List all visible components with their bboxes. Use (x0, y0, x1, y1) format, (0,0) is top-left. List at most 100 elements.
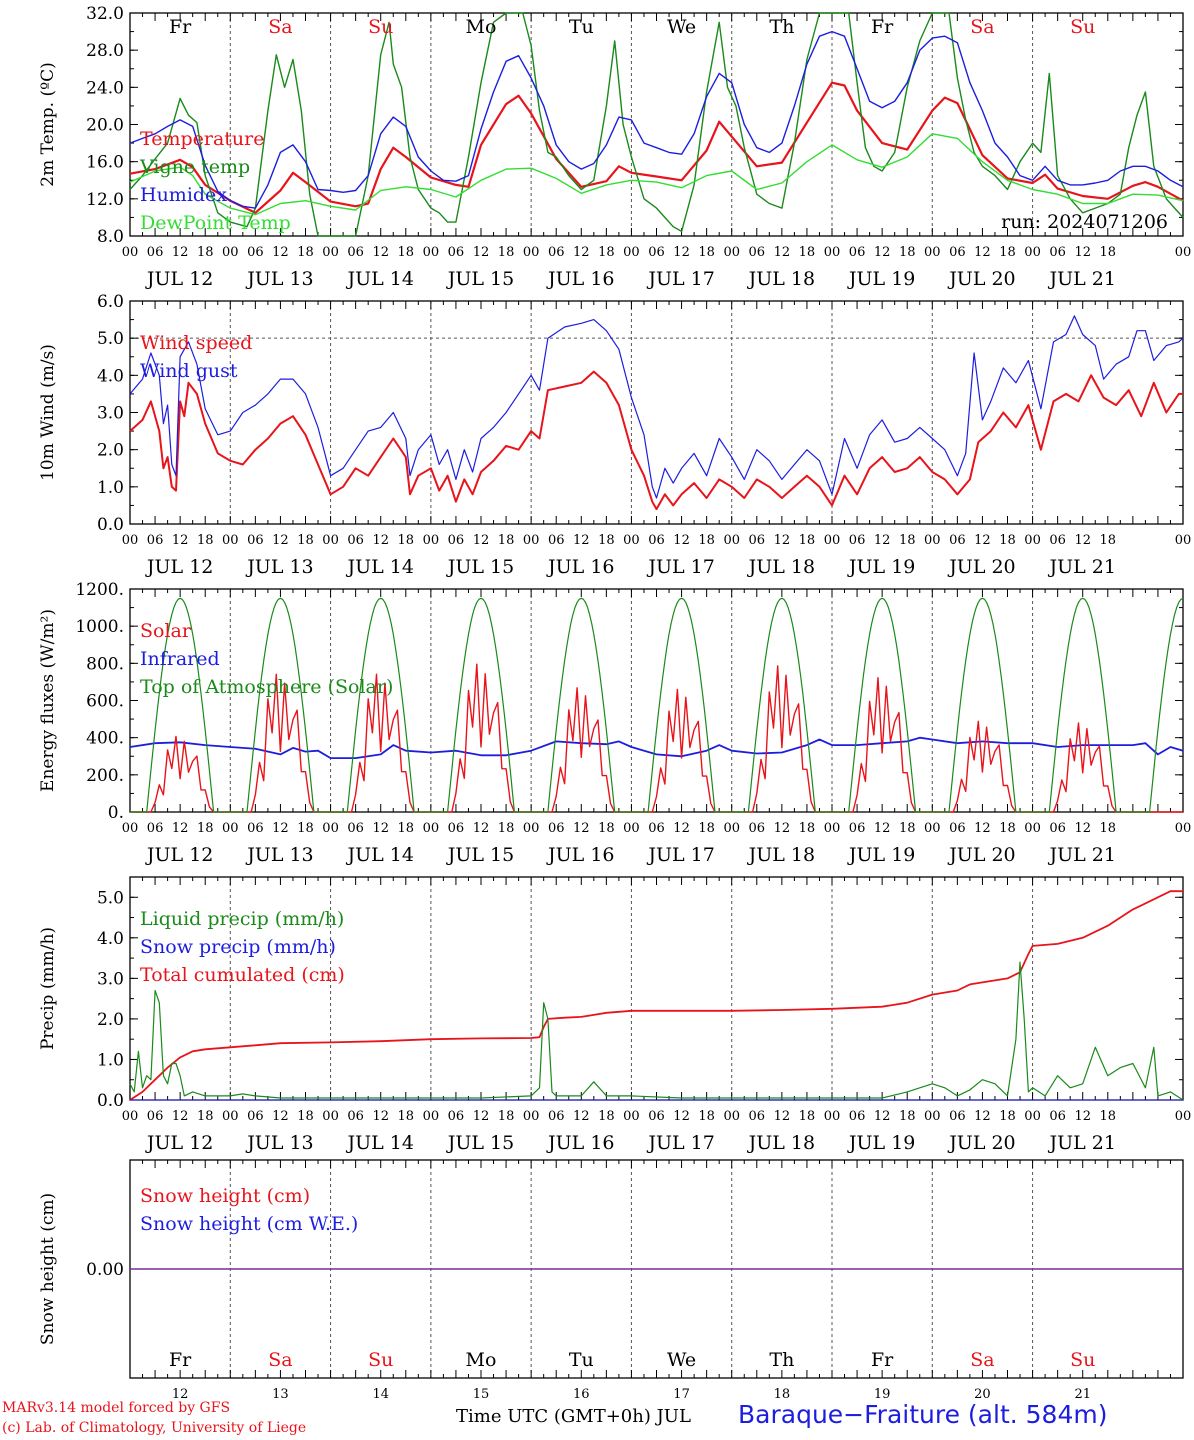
x-hour-label: 18 (398, 821, 415, 836)
x-hour-label: 18 (799, 245, 816, 260)
x-hour-label: 12 (272, 1109, 289, 1124)
x-hour-label: 18 (899, 533, 916, 548)
x-day-label: JUL 20 (947, 268, 1015, 290)
x-hour-label: 12 (974, 821, 991, 836)
x-hour-label: 18 (297, 245, 314, 260)
x-hour-label: 06 (749, 1109, 766, 1124)
x-day-label: JUL 19 (847, 268, 915, 290)
x-hour-label: 12 (372, 1109, 389, 1124)
y-tick-label: 1.0 (97, 478, 124, 498)
y-axis-label: Energy fluxes (W/m²) (38, 609, 58, 792)
x-hour-label: 18 (1100, 245, 1117, 260)
x-hour-label: 12 (172, 533, 189, 548)
snow-day-number: 20 (974, 1387, 991, 1400)
snow-weekday-label: Sa (970, 1349, 994, 1371)
x-hour-label: 06 (749, 245, 766, 260)
x-day-label: JUL 15 (446, 556, 514, 578)
legend-entry: Wind speed (140, 332, 252, 354)
x-day-label: JUL 15 (446, 268, 514, 290)
x-day-label: JUL 18 (747, 844, 815, 866)
x-hour-label: 00 (1175, 1109, 1192, 1124)
y-tick-label: 28.0 (86, 41, 124, 61)
x-hour-label: 00 (523, 533, 540, 548)
series-line-liquid-precip-mm-h- (129, 961, 1184, 1101)
x-hour-label: 00 (423, 821, 440, 836)
x-day-label: JUL 14 (345, 268, 413, 290)
y-tick-label: 12.0 (86, 190, 124, 210)
series-line-dewpoint-temp (129, 133, 1184, 216)
weekday-label: We (667, 16, 696, 38)
x-hour-label: 18 (197, 533, 214, 548)
y-tick-label: 32.0 (86, 4, 124, 24)
x-hour-label: 00 (222, 821, 239, 836)
x-hour-label: 06 (147, 245, 164, 260)
snow-weekday-label: Th (769, 1349, 794, 1371)
x-hour-label: 18 (799, 1109, 816, 1124)
x-hour-label: 00 (523, 245, 540, 260)
x-hour-label: 12 (974, 533, 991, 548)
x-hour-label: 06 (648, 1109, 665, 1124)
series-line-temperature (129, 81, 1184, 214)
panel-frame-energy (129, 588, 1184, 813)
x-hour-label: 18 (598, 1109, 615, 1124)
x-hour-label: 18 (698, 533, 715, 548)
series-line-wind-gust (129, 315, 1184, 499)
x-hour-label: 12 (673, 821, 690, 836)
x-hour-label: 06 (949, 533, 966, 548)
x-day-label: JUL 12 (145, 556, 213, 578)
x-hour-label: 12 (372, 533, 389, 548)
x-hour-label: 00 (222, 245, 239, 260)
x-day-label: JUL 21 (1047, 844, 1115, 866)
x-day-label: JUL 13 (245, 556, 313, 578)
y-tick-label: 0. (108, 803, 124, 823)
legend-entry: Vigne temp (139, 156, 250, 178)
x-hour-label: 18 (799, 533, 816, 548)
x-day-label: JUL 12 (145, 268, 213, 290)
x-hour-label: 18 (498, 245, 515, 260)
x-day-label: JUL 16 (546, 1132, 614, 1154)
x-hour-label: 12 (1074, 821, 1091, 836)
x-hour-label: 12 (573, 1109, 590, 1124)
x-hour-label: 18 (1100, 533, 1117, 548)
x-day-label: JUL 19 (847, 844, 915, 866)
y-tick-label: 3.0 (97, 404, 124, 424)
x-hour-label: 12 (573, 245, 590, 260)
series-line-wind-speed (129, 370, 1183, 511)
legend-entry: Liquid precip (mm/h) (140, 908, 344, 930)
x-hour-label: 18 (398, 533, 415, 548)
y-tick-label: 200. (86, 766, 124, 786)
x-day-label: JUL 20 (947, 844, 1015, 866)
x-hour-label: 18 (1100, 1109, 1117, 1124)
x-hour-label: 06 (949, 245, 966, 260)
x-hour-label: 00 (122, 1109, 139, 1124)
snow-day-number: 13 (272, 1387, 289, 1400)
x-hour-label: 18 (297, 821, 314, 836)
x-hour-label: 18 (799, 821, 816, 836)
x-hour-label: 12 (673, 245, 690, 260)
x-day-label: JUL 13 (245, 1132, 313, 1154)
x-hour-label: 12 (774, 821, 791, 836)
x-hour-label: 00 (322, 821, 339, 836)
x-hour-label: 00 (322, 1109, 339, 1124)
x-hour-label: 06 (247, 533, 264, 548)
x-hour-label: 12 (473, 1109, 490, 1124)
x-hour-label: 00 (1024, 245, 1041, 260)
x-hour-label: 18 (398, 245, 415, 260)
weekday-label: Fr (169, 16, 192, 38)
x-hour-label: 18 (1100, 821, 1117, 836)
snow-weekday-label: Su (1070, 1349, 1095, 1371)
x-hour-label: 12 (172, 821, 189, 836)
x-hour-label: 06 (949, 821, 966, 836)
x-hour-label: 00 (924, 533, 941, 548)
x-hour-label: 12 (272, 821, 289, 836)
y-axis-label: Precip (mm/h) (38, 927, 58, 1050)
x-hour-label: 00 (723, 245, 740, 260)
legend-entry: Solar (140, 620, 192, 642)
x-hour-label: 12 (272, 245, 289, 260)
weekday-label: Sa (970, 16, 994, 38)
x-hour-label: 00 (423, 245, 440, 260)
x-hour-label: 06 (448, 245, 465, 260)
x-day-label: JUL 21 (1047, 268, 1115, 290)
x-hour-label: 12 (874, 245, 891, 260)
x-hour-label: 00 (824, 533, 841, 548)
